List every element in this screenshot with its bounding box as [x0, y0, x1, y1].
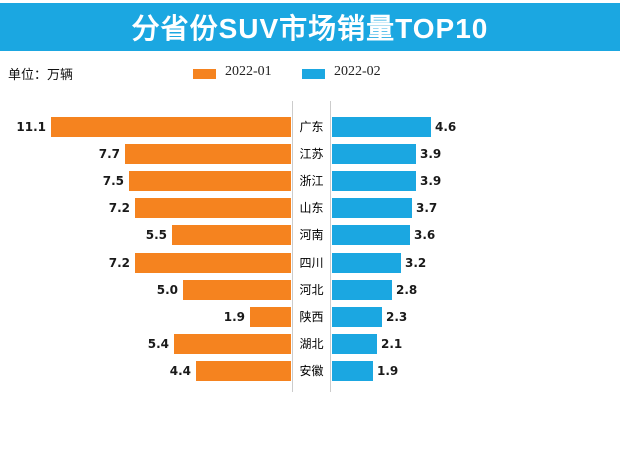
value-label-2022-01-山东: 7.2 — [108, 201, 130, 215]
bar-2022-02-河北 — [332, 280, 392, 300]
header-band: 分省份SUV市场销量TOP10 — [0, 3, 620, 51]
bar-2022-01-四川 — [135, 253, 291, 273]
bar-2022-01-广东 — [51, 117, 291, 137]
category-label-湖北: 湖北 — [299, 337, 324, 351]
value-label-2022-02-江苏: 3.9 — [420, 147, 442, 161]
bar-2022-02-江苏 — [332, 144, 416, 164]
category-label-浙江: 浙江 — [299, 174, 324, 188]
category-label-广东: 广东 — [299, 120, 324, 134]
bar-2022-01-陕西 — [250, 307, 291, 327]
value-label-2022-02-陕西: 2.3 — [386, 310, 408, 324]
category-label-山东: 山东 — [299, 201, 324, 215]
legend-swatch-orange — [193, 68, 216, 79]
category-label-四川: 四川 — [299, 256, 324, 270]
value-label-2022-02-河南: 3.6 — [414, 228, 436, 242]
bar-2022-02-四川 — [332, 253, 401, 273]
value-label-2022-01-四川: 7.2 — [108, 256, 130, 270]
value-label-2022-01-湖北: 5.4 — [147, 337, 169, 351]
category-label-河北: 河北 — [299, 283, 324, 297]
bar-2022-02-广东 — [332, 117, 431, 137]
unit-label: 单位：万辆 — [8, 67, 74, 82]
bar-2022-01-河北 — [183, 280, 291, 300]
value-label-2022-02-四川: 3.2 — [405, 256, 427, 270]
bar-2022-02-河南 — [332, 225, 410, 245]
value-label-2022-01-江苏: 7.7 — [98, 147, 120, 161]
legend-item-2022-02: 2022-02 — [302, 64, 381, 80]
bar-2022-02-陕西 — [332, 307, 382, 327]
bar-2022-01-安徽 — [196, 361, 291, 381]
value-label-2022-02-山东: 3.7 — [416, 201, 438, 215]
legend-label: 2022-01 — [225, 64, 272, 79]
value-label-2022-01-浙江: 7.5 — [102, 174, 124, 188]
value-label-2022-01-安徽: 4.4 — [169, 364, 191, 378]
value-label-2022-01-陕西: 1.9 — [223, 310, 245, 324]
value-label-2022-02-河北: 2.8 — [396, 283, 418, 297]
legend-swatch-blue — [302, 68, 325, 79]
bar-2022-02-山东 — [332, 198, 412, 218]
value-label-2022-01-广东: 11.1 — [16, 120, 46, 134]
bar-2022-01-河南 — [172, 225, 291, 245]
value-label-2022-02-湖北: 2.1 — [381, 337, 403, 351]
bar-2022-02-湖北 — [332, 334, 377, 354]
category-label-陕西: 陕西 — [299, 310, 324, 324]
bar-2022-01-浙江 — [129, 171, 291, 191]
bar-2022-01-湖北 — [174, 334, 291, 354]
value-label-2022-02-广东: 4.6 — [435, 120, 457, 134]
value-label-2022-02-浙江: 3.9 — [420, 174, 442, 188]
value-label-2022-01-河南: 5.5 — [145, 228, 167, 242]
value-label-2022-01-河北: 5.0 — [156, 283, 178, 297]
tornado-chart: 11.1 广东 4.6 7.7 江苏 3.9 7.5 浙江 3.9 7.2 山东 3.7 5.5 河南 3.… — [0, 101, 620, 393]
page-title: 分省份SUV市场销量TOP10 — [131, 13, 489, 44]
bar-2022-02-安徽 — [332, 361, 373, 381]
bar-2022-01-江苏 — [125, 144, 291, 164]
value-label-2022-02-安徽: 1.9 — [377, 364, 399, 378]
category-label-安徽: 安徽 — [299, 364, 324, 378]
bar-2022-01-山东 — [135, 198, 291, 218]
category-label-江苏: 江苏 — [299, 147, 324, 161]
bar-2022-02-浙江 — [332, 171, 416, 191]
legend-label: 2022-02 — [334, 64, 381, 79]
legend-item-2022-01: 2022-01 — [193, 64, 272, 80]
axis-line-left — [292, 101, 293, 392]
category-label-河南: 河南 — [299, 228, 324, 242]
axis-line-right — [330, 101, 331, 392]
